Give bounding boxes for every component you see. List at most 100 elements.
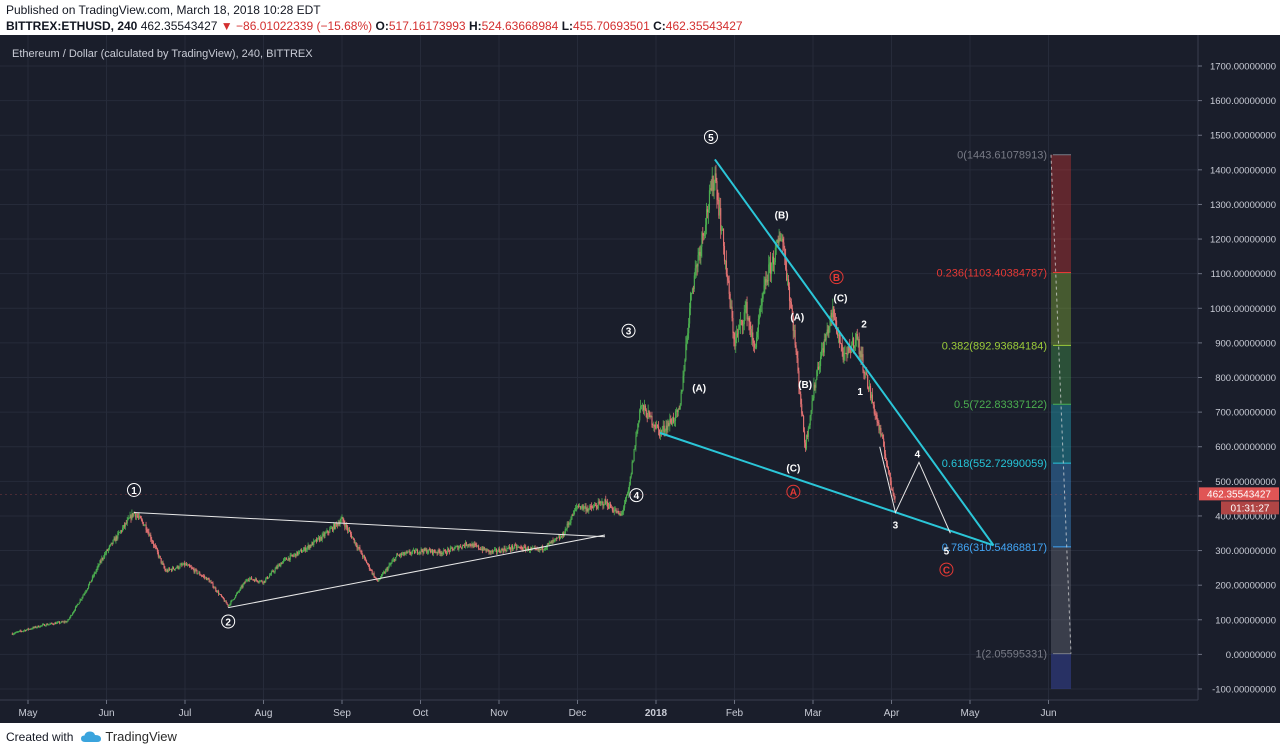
candle-body: [290, 554, 292, 556]
candle-body: [270, 571, 272, 575]
candle-body: [114, 538, 116, 542]
candle-body: [843, 353, 845, 360]
candle-body: [283, 559, 285, 562]
time-axis[interactable]: [0, 700, 1280, 723]
x-tick-label: Nov: [490, 708, 508, 719]
candle-body: [325, 532, 327, 534]
candle-body: [349, 531, 352, 535]
candle-body: [479, 548, 481, 550]
candle-body: [543, 549, 545, 551]
candle-body: [641, 405, 643, 407]
candle-body: [789, 300, 791, 303]
candle-body: [448, 549, 450, 552]
candle-body: [346, 524, 348, 528]
candle-body: [554, 538, 556, 540]
candle-body: [494, 549, 496, 551]
candle-body: [853, 345, 856, 348]
candle-body: [199, 572, 201, 575]
y-tick-label: 1400.00000000: [1210, 165, 1276, 176]
candle-body: [834, 317, 836, 321]
candle-body: [661, 429, 663, 432]
candle-body: [741, 320, 743, 326]
candle-body: [365, 560, 368, 564]
candle-body: [298, 551, 300, 555]
candle-body: [349, 529, 351, 532]
candle-body: [551, 540, 553, 544]
wave-label: B: [833, 273, 840, 284]
wave-label: (C): [786, 463, 800, 474]
candle-body: [300, 550, 303, 553]
candle-body: [714, 173, 716, 183]
candle-body: [804, 431, 806, 443]
fib-zone: [1051, 272, 1071, 346]
candle-body: [705, 224, 707, 232]
price-axis[interactable]: [1198, 35, 1280, 700]
candle-body: [273, 571, 275, 573]
candle-body: [275, 567, 277, 569]
y-tick-label: 400.00000000: [1215, 511, 1276, 522]
tradingview-logo[interactable]: TradingView: [81, 729, 177, 744]
candle-body: [38, 625, 40, 628]
candle-body: [671, 422, 673, 425]
candle-body: [429, 549, 431, 551]
candle-body: [697, 254, 699, 267]
candle-body: [528, 547, 530, 551]
candle-body: [176, 565, 178, 568]
candle-body: [263, 580, 265, 584]
candle-body: [618, 511, 620, 515]
candle-body: [11, 633, 13, 635]
candle-body: [413, 549, 415, 551]
candle-body: [683, 371, 685, 376]
candle-body: [678, 408, 680, 410]
candle-body: [415, 549, 418, 551]
wave-label: 5: [944, 546, 950, 557]
candle-body: [237, 591, 239, 593]
candle-body: [226, 603, 228, 605]
candle-body: [155, 547, 158, 549]
candle-body: [400, 553, 402, 555]
candle-body: [836, 332, 839, 336]
candle-body: [597, 501, 599, 509]
candle-body: [387, 566, 389, 571]
candle-body: [564, 529, 566, 534]
candle-body: [860, 351, 862, 358]
candle-body: [451, 547, 453, 549]
candle-body: [884, 446, 886, 454]
candle-body: [328, 532, 330, 534]
candle-body: [440, 553, 442, 554]
candle-body: [85, 591, 87, 593]
candle-body: [102, 558, 104, 559]
candle-body: [483, 547, 485, 550]
candle-body: [505, 550, 507, 551]
candle-body: [277, 565, 279, 569]
candle-body: [399, 553, 402, 556]
candle-body: [149, 534, 151, 537]
candle-body: [807, 428, 809, 437]
candle-body: [819, 366, 821, 370]
candle-body: [765, 279, 767, 283]
candle-body: [254, 578, 256, 582]
trendlines[interactable]: [0, 158, 1198, 609]
candle-body: [133, 512, 135, 516]
candle-body: [706, 209, 709, 213]
candle-body: [39, 626, 41, 628]
symbol-line: BITTREX:ETHUSD, 240 462.35543427 ▼ −86.0…: [6, 19, 743, 33]
candle-body: [46, 624, 48, 626]
candle-body: [868, 387, 870, 390]
fib-retracement[interactable]: 0(1443.61078913) 0.236(1103.40384787) 0.38…: [936, 150, 1072, 689]
candle-body: [866, 372, 868, 375]
candle-body: [692, 288, 694, 290]
candle-body: [511, 545, 513, 550]
candle-body: [804, 442, 807, 449]
candle-body: [783, 242, 785, 249]
candle-body: [173, 569, 175, 570]
candle-body: [141, 519, 143, 523]
candle-body: [457, 546, 459, 550]
candle-body: [242, 584, 244, 588]
candle-body: [800, 393, 802, 405]
candle-body: [182, 564, 184, 566]
candle-body: [510, 548, 512, 550]
price-chart[interactable]: 0(1443.61078913) 0.236(1103.40384787) 0.38…: [0, 35, 1280, 723]
candle-body: [156, 548, 158, 552]
candle-body: [790, 302, 792, 309]
